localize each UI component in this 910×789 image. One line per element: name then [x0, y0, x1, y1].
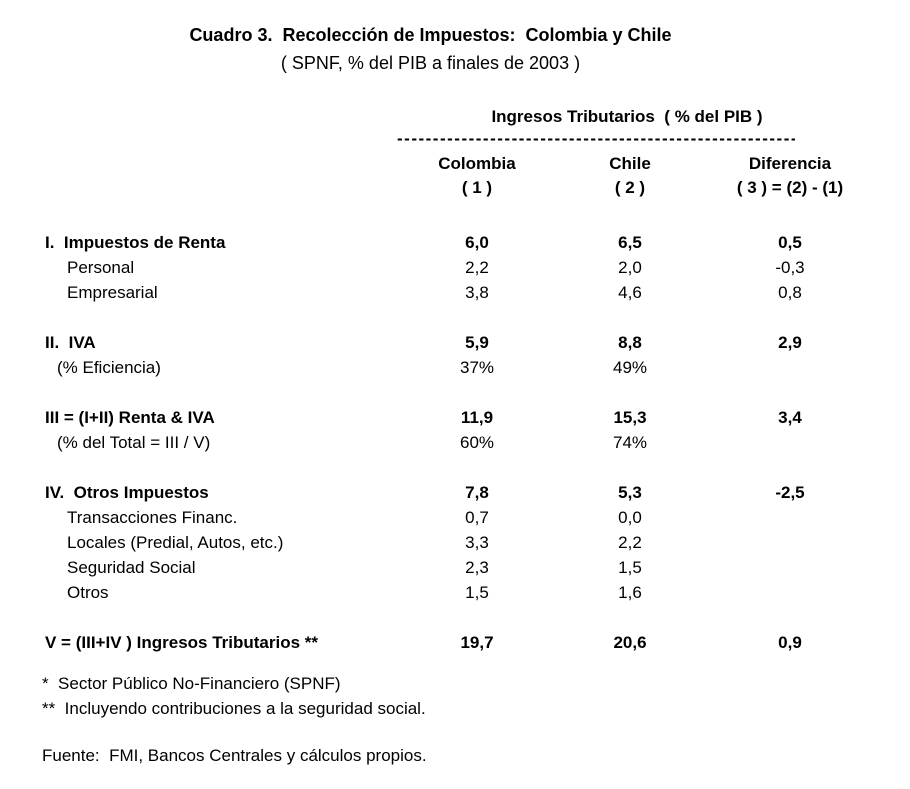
table-row: (% del Total = III / V) 60% 74%: [45, 430, 877, 455]
column-header-names: Colombia Chile Diferencia: [45, 152, 877, 176]
table-row: Transacciones Financ. 0,7 0,0: [45, 505, 877, 530]
table-body: I. Impuestos de Renta 6,0 6,5 0,5 Person…: [45, 230, 877, 655]
row-label: Empresarial: [67, 283, 158, 302]
table-row: Seguridad Social 2,3 1,5: [45, 555, 877, 580]
table-row: Otros 1,5 1,6: [45, 580, 877, 605]
value-diferencia: [703, 505, 877, 530]
column-header-colombia: Colombia: [438, 154, 516, 173]
column-number-diferencia: ( 3 ) = (2) - (1): [736, 178, 844, 197]
value-chile: 20,6: [613, 633, 647, 652]
value-colombia: 19,7: [460, 633, 494, 652]
value-colombia: 37%: [459, 358, 495, 377]
value-diferencia: [703, 580, 877, 605]
table-group-header: Ingresos Tributarios ( % del PIB ): [491, 107, 763, 126]
document-title: Cuadro 3. Recolección de Impuestos: Colo…: [189, 25, 672, 45]
value-colombia: 11,9: [460, 408, 494, 427]
source-note: Fuente: FMI, Bancos Centrales y cálculos…: [42, 746, 427, 765]
row-label: Otros: [67, 583, 109, 602]
value-colombia: 2,3: [465, 558, 489, 577]
table-row: (% Eficiencia) 37% 49%: [45, 355, 877, 380]
row-label: Personal: [67, 258, 135, 277]
value-colombia: 60%: [459, 433, 495, 452]
value-colombia: 2,2: [465, 258, 489, 277]
row-label: V = (III+IV ) Ingresos Tributarios **: [45, 633, 319, 652]
value-chile: 8,8: [618, 333, 642, 352]
document-subtitle: ( SPNF, % del PIB a finales de 2003 ): [280, 53, 581, 73]
value-diferencia: 0,9: [778, 633, 802, 652]
value-diferencia: [703, 430, 877, 455]
column-number-colombia: ( 1 ): [461, 178, 493, 197]
value-diferencia: 3,4: [778, 408, 802, 427]
value-chile: 5,3: [618, 483, 642, 502]
footnotes: * Sector Público No-Financiero (SPNF) **…: [42, 671, 426, 721]
value-diferencia: 0,5: [778, 233, 802, 252]
dashed-separator: ----------------------------------------…: [397, 130, 795, 148]
label-column-subheader: [45, 176, 397, 200]
column-header-numbers: ( 1 ) ( 2 ) ( 3 ) = (2) - (1): [45, 176, 877, 200]
value-colombia: 3,8: [465, 283, 489, 302]
value-chile: 1,6: [618, 583, 642, 602]
table-row: I. Impuestos de Renta 6,0 6,5 0,5: [45, 230, 877, 255]
table-row: Personal 2,2 2,0 -0,3: [45, 255, 877, 280]
value-colombia: 0,7: [465, 508, 489, 527]
spacer-row: [45, 605, 877, 630]
value-colombia: 1,5: [465, 583, 489, 602]
value-chile: 4,6: [618, 283, 642, 302]
value-colombia: 6,0: [465, 233, 489, 252]
value-chile: 2,0: [618, 258, 642, 277]
value-colombia: 5,9: [465, 333, 489, 352]
row-label: II. IVA: [45, 333, 96, 352]
value-diferencia: [703, 530, 877, 555]
tax-table: Ingresos Tributarios ( % del PIB ) -----…: [45, 103, 877, 655]
value-diferencia: -0,3: [775, 258, 805, 277]
row-label: (% Eficiencia): [57, 358, 161, 377]
value-diferencia: -2,5: [775, 483, 805, 502]
column-header-chile: Chile: [609, 154, 651, 173]
header-body-gap: [45, 200, 877, 230]
value-chile: 49%: [612, 358, 648, 377]
row-label: (% del Total = III / V): [57, 433, 211, 452]
value-chile: 0,0: [618, 508, 642, 527]
table-row: II. IVA 5,9 8,8 2,9: [45, 330, 877, 355]
table-row: Empresarial 3,8 4,6 0,8: [45, 280, 877, 305]
value-chile: 15,3: [613, 408, 647, 427]
value-diferencia: [703, 555, 877, 580]
footnote-seguridad-social: ** Incluyendo contribuciones a la seguri…: [42, 699, 426, 718]
value-diferencia: 2,9: [778, 333, 802, 352]
row-label: Transacciones Financ.: [67, 508, 238, 527]
table-row: III = (I+II) Renta & IVA 11,9 15,3 3,4: [45, 405, 877, 430]
value-chile: 1,5: [618, 558, 642, 577]
value-chile: 2,2: [618, 533, 642, 552]
footnote-spnf: * Sector Público No-Financiero (SPNF): [42, 674, 341, 693]
value-colombia: 7,8: [465, 483, 489, 502]
label-column-header: [45, 152, 397, 176]
value-chile: 74%: [612, 433, 648, 452]
table-row: V = (III+IV ) Ingresos Tributarios ** 19…: [45, 630, 877, 655]
row-label: III = (I+II) Renta & IVA: [45, 408, 215, 427]
column-header-diferencia: Diferencia: [748, 154, 832, 173]
row-label: Locales (Predial, Autos, etc.): [67, 533, 284, 552]
value-diferencia: [703, 355, 877, 380]
spacer-row: [45, 455, 877, 480]
spacer-row: [45, 305, 877, 330]
spacer-row: [45, 380, 877, 405]
row-label: I. Impuestos de Renta: [45, 233, 226, 252]
value-colombia: 3,3: [465, 533, 489, 552]
table-row: Locales (Predial, Autos, etc.) 3,3 2,2: [45, 530, 877, 555]
column-number-chile: ( 2 ): [614, 178, 646, 197]
value-chile: 6,5: [618, 233, 642, 252]
table-row: IV. Otros Impuestos 7,8 5,3 -2,5: [45, 480, 877, 505]
row-label: IV. Otros Impuestos: [45, 483, 209, 502]
row-label: Seguridad Social: [67, 558, 196, 577]
value-diferencia: 0,8: [778, 283, 802, 302]
